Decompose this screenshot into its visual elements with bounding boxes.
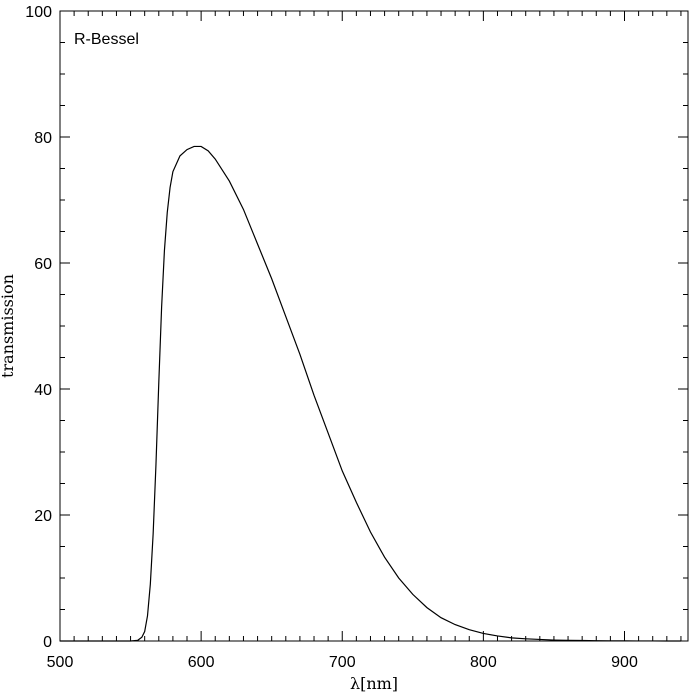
series-line-transmission [60,145,681,642]
tick-labels: 500 600 700 800 900 0 20 40 60 80 100 [25,4,638,671]
x-tick-label: 600 [188,654,215,671]
x-tick-label: 900 [611,654,638,671]
y-tick-label: 20 [34,508,52,525]
annotation-label: R-Bessel [74,31,139,48]
y-axis-title: transmission [0,274,17,378]
x-tick-label: 500 [47,654,74,671]
y-tick-label: 40 [34,382,52,399]
x-tick-label: 700 [329,654,356,671]
y-tick-label: 0 [43,634,52,651]
x-tick-label: 800 [470,654,497,671]
y-tick-label: 80 [34,130,52,147]
x-axis-title: λ[nm] [350,674,398,693]
plot-frame [59,10,689,642]
ticks [59,10,688,642]
y-tick-label: 100 [25,4,52,21]
y-tick-label: 60 [34,256,52,273]
